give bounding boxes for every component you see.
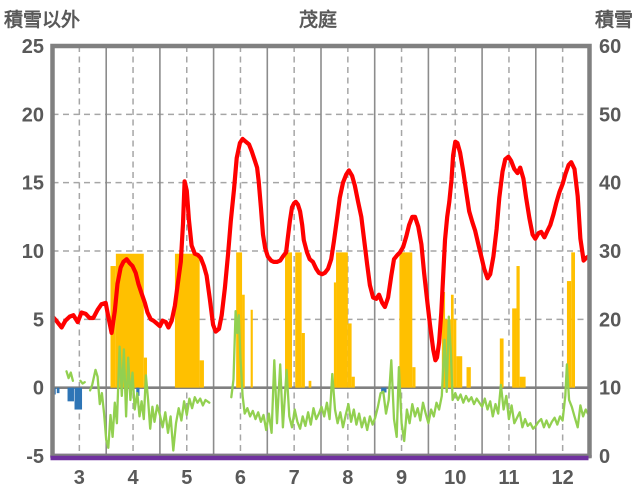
negative-bars-bar — [56, 387, 60, 394]
green-line-path — [88, 345, 211, 452]
precipitation-bars-bar — [242, 294, 245, 388]
precipitation-bars-bar — [250, 309, 253, 388]
precipitation-bars-bar — [516, 266, 520, 388]
precipitation-bars-bar — [466, 367, 471, 388]
precipitation-bars-bar — [351, 376, 355, 388]
precipitation-bars-bar — [301, 333, 305, 388]
negative-bars-bar — [74, 387, 83, 410]
right-axis-tick: 60 — [599, 36, 621, 58]
left-axis-tick: -5 — [26, 446, 44, 468]
green-line-path — [65, 370, 75, 382]
precipitation-bars-bar — [566, 281, 572, 388]
precipitation-bars-bar — [399, 252, 413, 388]
x-axis-tick: 10 — [444, 467, 466, 489]
left-axis-title: 積雪以外 — [4, 10, 81, 31]
precipitation-bars-bar — [453, 319, 457, 388]
green-line-path — [230, 309, 590, 443]
chart-title: 茂庭 — [298, 10, 337, 31]
precipitation-bars-bar — [571, 252, 576, 388]
x-axis-tick: 5 — [181, 467, 192, 489]
precipitation-bars-bar — [347, 323, 352, 388]
precipitation-bars-bar — [499, 338, 504, 388]
negative-bars-bar — [381, 387, 387, 393]
negative-bars-bar — [136, 387, 140, 396]
right-axis-tick: 50 — [599, 104, 621, 126]
right-axis-tick: 10 — [599, 378, 621, 400]
precipitation-bars-bar — [295, 252, 302, 388]
right-axis-tick: 40 — [599, 173, 621, 195]
x-axis-tick: 8 — [342, 467, 353, 489]
x-axis-tick: 7 — [289, 467, 300, 489]
temperature-line — [50, 136, 591, 363]
green-line-path — [79, 379, 86, 385]
left-axis-tick: 10 — [22, 241, 44, 263]
x-axis-tick: 9 — [396, 467, 407, 489]
precipitation-bars-bar — [512, 308, 517, 388]
left-axis-tick: 25 — [22, 36, 44, 58]
left-axis-tick: 0 — [33, 378, 44, 400]
right-axis-title: 積雪 — [594, 10, 633, 31]
precipitation-bars-bar — [450, 294, 454, 388]
x-axis-tick: 6 — [235, 467, 246, 489]
right-axis-tick: 0 — [599, 446, 610, 468]
precipitation-bars-bar — [336, 252, 348, 388]
x-axis-tick: 3 — [74, 467, 85, 489]
x-axis-tick: 12 — [552, 467, 574, 489]
axis-tick-labels: -5 0 5 10 15 20 25 0 10 20 30 40 50 60 3 4 5 6 7 8 9 10 11 12 — [22, 36, 622, 489]
x-axis-tick: 11 — [498, 467, 519, 489]
precipitation-bars-bar — [412, 367, 416, 388]
right-axis-tick: 30 — [599, 241, 621, 263]
x-axis-tick: 4 — [127, 467, 139, 489]
precipitation-bars-bar — [143, 357, 148, 388]
left-axis-tick: 20 — [22, 104, 44, 126]
negative-bars-bar — [67, 387, 74, 402]
precipitation-bars-bar — [285, 252, 293, 388]
left-axis-tick: 15 — [22, 173, 44, 195]
precipitation-bars-bar — [199, 360, 204, 388]
precipitation-bars-bar — [308, 380, 312, 388]
precipitation-bars-bar — [456, 356, 463, 388]
temperature-line-path — [50, 136, 591, 363]
green-line — [65, 309, 590, 452]
left-axis-tick: 5 — [33, 309, 44, 331]
precipitation-bars-bar — [333, 282, 337, 388]
precipitation-bars-bar — [519, 376, 526, 388]
right-axis-tick: 20 — [599, 309, 621, 331]
